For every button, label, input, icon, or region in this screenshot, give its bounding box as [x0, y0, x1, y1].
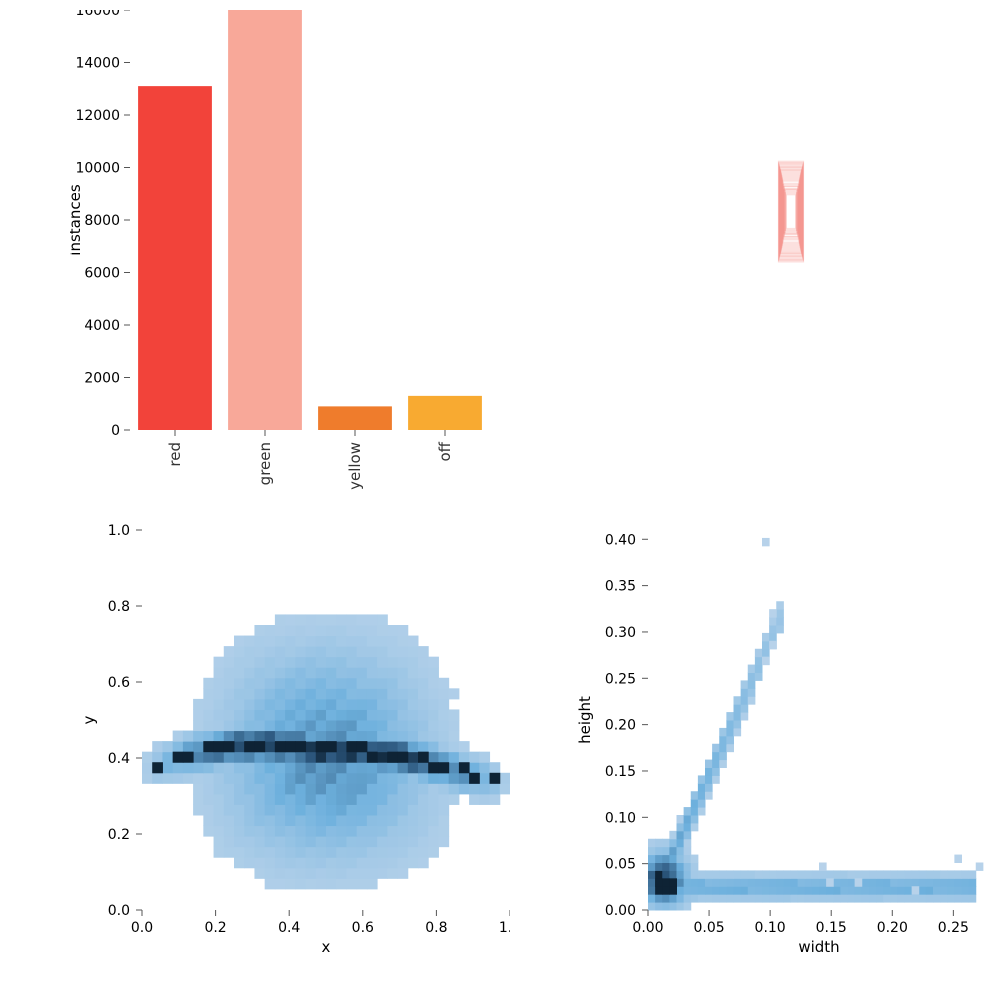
xy-heatmap-svg: 0.0 0.2 0.4 0.6 0.8 1.0 0.0 0.2 0.4 0.6 0.8 1.0 x y — [70, 520, 510, 960]
wh-ytick-label: 0.35 — [605, 579, 636, 595]
bar-ytick-label: 14000 — [75, 56, 120, 72]
anchor-box-panel — [560, 10, 980, 430]
figure-stage: 0 2000 4000 6000 8000 10000 12000 14000 16000 red… — [0, 0, 1004, 989]
wh-xtick-label: 0.15 — [816, 920, 847, 936]
wh-xtick-label: 0.20 — [877, 920, 908, 936]
wh-ytick-label: 0.00 — [605, 903, 636, 919]
anchor-box — [786, 192, 797, 232]
wh-xtick-label: 0.25 — [938, 920, 969, 936]
wh-ytick-label: 0.20 — [605, 718, 636, 734]
bar-ytick-label: 12000 — [75, 108, 120, 124]
xy-xtick-label: 1.0 — [499, 920, 510, 936]
wh-ytick-label: 0.25 — [605, 671, 636, 687]
xy-xlabel: x — [322, 938, 331, 956]
wh-ytick-label: 0.05 — [605, 857, 636, 873]
bar-category-label: yellow — [346, 442, 364, 490]
xy-ylabel: y — [80, 715, 98, 724]
xy-xtick-label: 0.6 — [352, 920, 374, 936]
bar — [138, 86, 212, 430]
bar-ytick-label: 0 — [111, 423, 120, 439]
bar-ytick-label: 6000 — [84, 266, 120, 282]
bar-ytick-label: 8000 — [84, 213, 120, 229]
bar — [318, 406, 392, 430]
anchor-box — [785, 193, 797, 231]
xy-xtick-label: 0.8 — [425, 920, 447, 936]
bar — [228, 10, 302, 430]
wh-ytick-label: 0.10 — [605, 810, 636, 826]
wh-heatmap-svg: 0.00 0.05 0.10 0.15 0.20 0.25 0.00 0.05 0.10 0.15… — [560, 520, 990, 960]
wh-ytick-label: 0.40 — [605, 532, 636, 548]
bar-ytick-label: 10000 — [75, 161, 120, 177]
xy-ytick-label: 1.0 — [108, 523, 130, 539]
bar-ytick-label: 2000 — [84, 371, 120, 387]
wh-ytick-label: 0.15 — [605, 764, 636, 780]
wh-ylabel: height — [576, 696, 594, 744]
xy-heatmap-panel: 0.0 0.2 0.4 0.6 0.8 1.0 0.0 0.2 0.4 0.6 0.8 1.0 x y — [70, 520, 510, 960]
bar-ylabel: instances — [70, 184, 84, 256]
anchor-box — [786, 195, 795, 229]
bar-ytick-label: 16000 — [75, 10, 120, 19]
anchor-box-svg — [560, 10, 980, 430]
xy-ytick-label: 0.6 — [108, 675, 130, 691]
bar — [408, 396, 482, 430]
bar-category-label: red — [166, 442, 184, 467]
bar-chart-svg: 0 2000 4000 6000 8000 10000 12000 14000 16000 red… — [70, 10, 490, 510]
xy-ytick-label: 0.2 — [108, 827, 130, 843]
bar-chart-panel: 0 2000 4000 6000 8000 10000 12000 14000 16000 red… — [70, 10, 490, 510]
xy-ytick-label: 0.0 — [108, 903, 130, 919]
bar-category-label: off — [436, 441, 454, 461]
wh-xtick-label: 0.10 — [755, 920, 786, 936]
xy-ytick-label: 0.4 — [108, 751, 130, 767]
wh-ytick-label: 0.30 — [605, 625, 636, 641]
xy-xtick-label: 0.2 — [204, 920, 226, 936]
anchor-box — [786, 194, 796, 230]
xy-xtick-label: 0.4 — [278, 920, 300, 936]
xy-xtick-label: 0.0 — [131, 920, 153, 936]
bar-category-label: green — [256, 442, 274, 485]
wh-heatmap-panel: 0.00 0.05 0.10 0.15 0.20 0.25 0.00 0.05 0.10 0.15… — [560, 520, 990, 960]
xy-ytick-label: 0.8 — [108, 599, 130, 615]
wh-xtick-label: 0.00 — [632, 920, 663, 936]
bar-ytick-label: 4000 — [84, 318, 120, 334]
wh-xlabel: width — [798, 938, 839, 956]
wh-xtick-label: 0.05 — [693, 920, 724, 936]
anchor-box — [785, 190, 796, 234]
